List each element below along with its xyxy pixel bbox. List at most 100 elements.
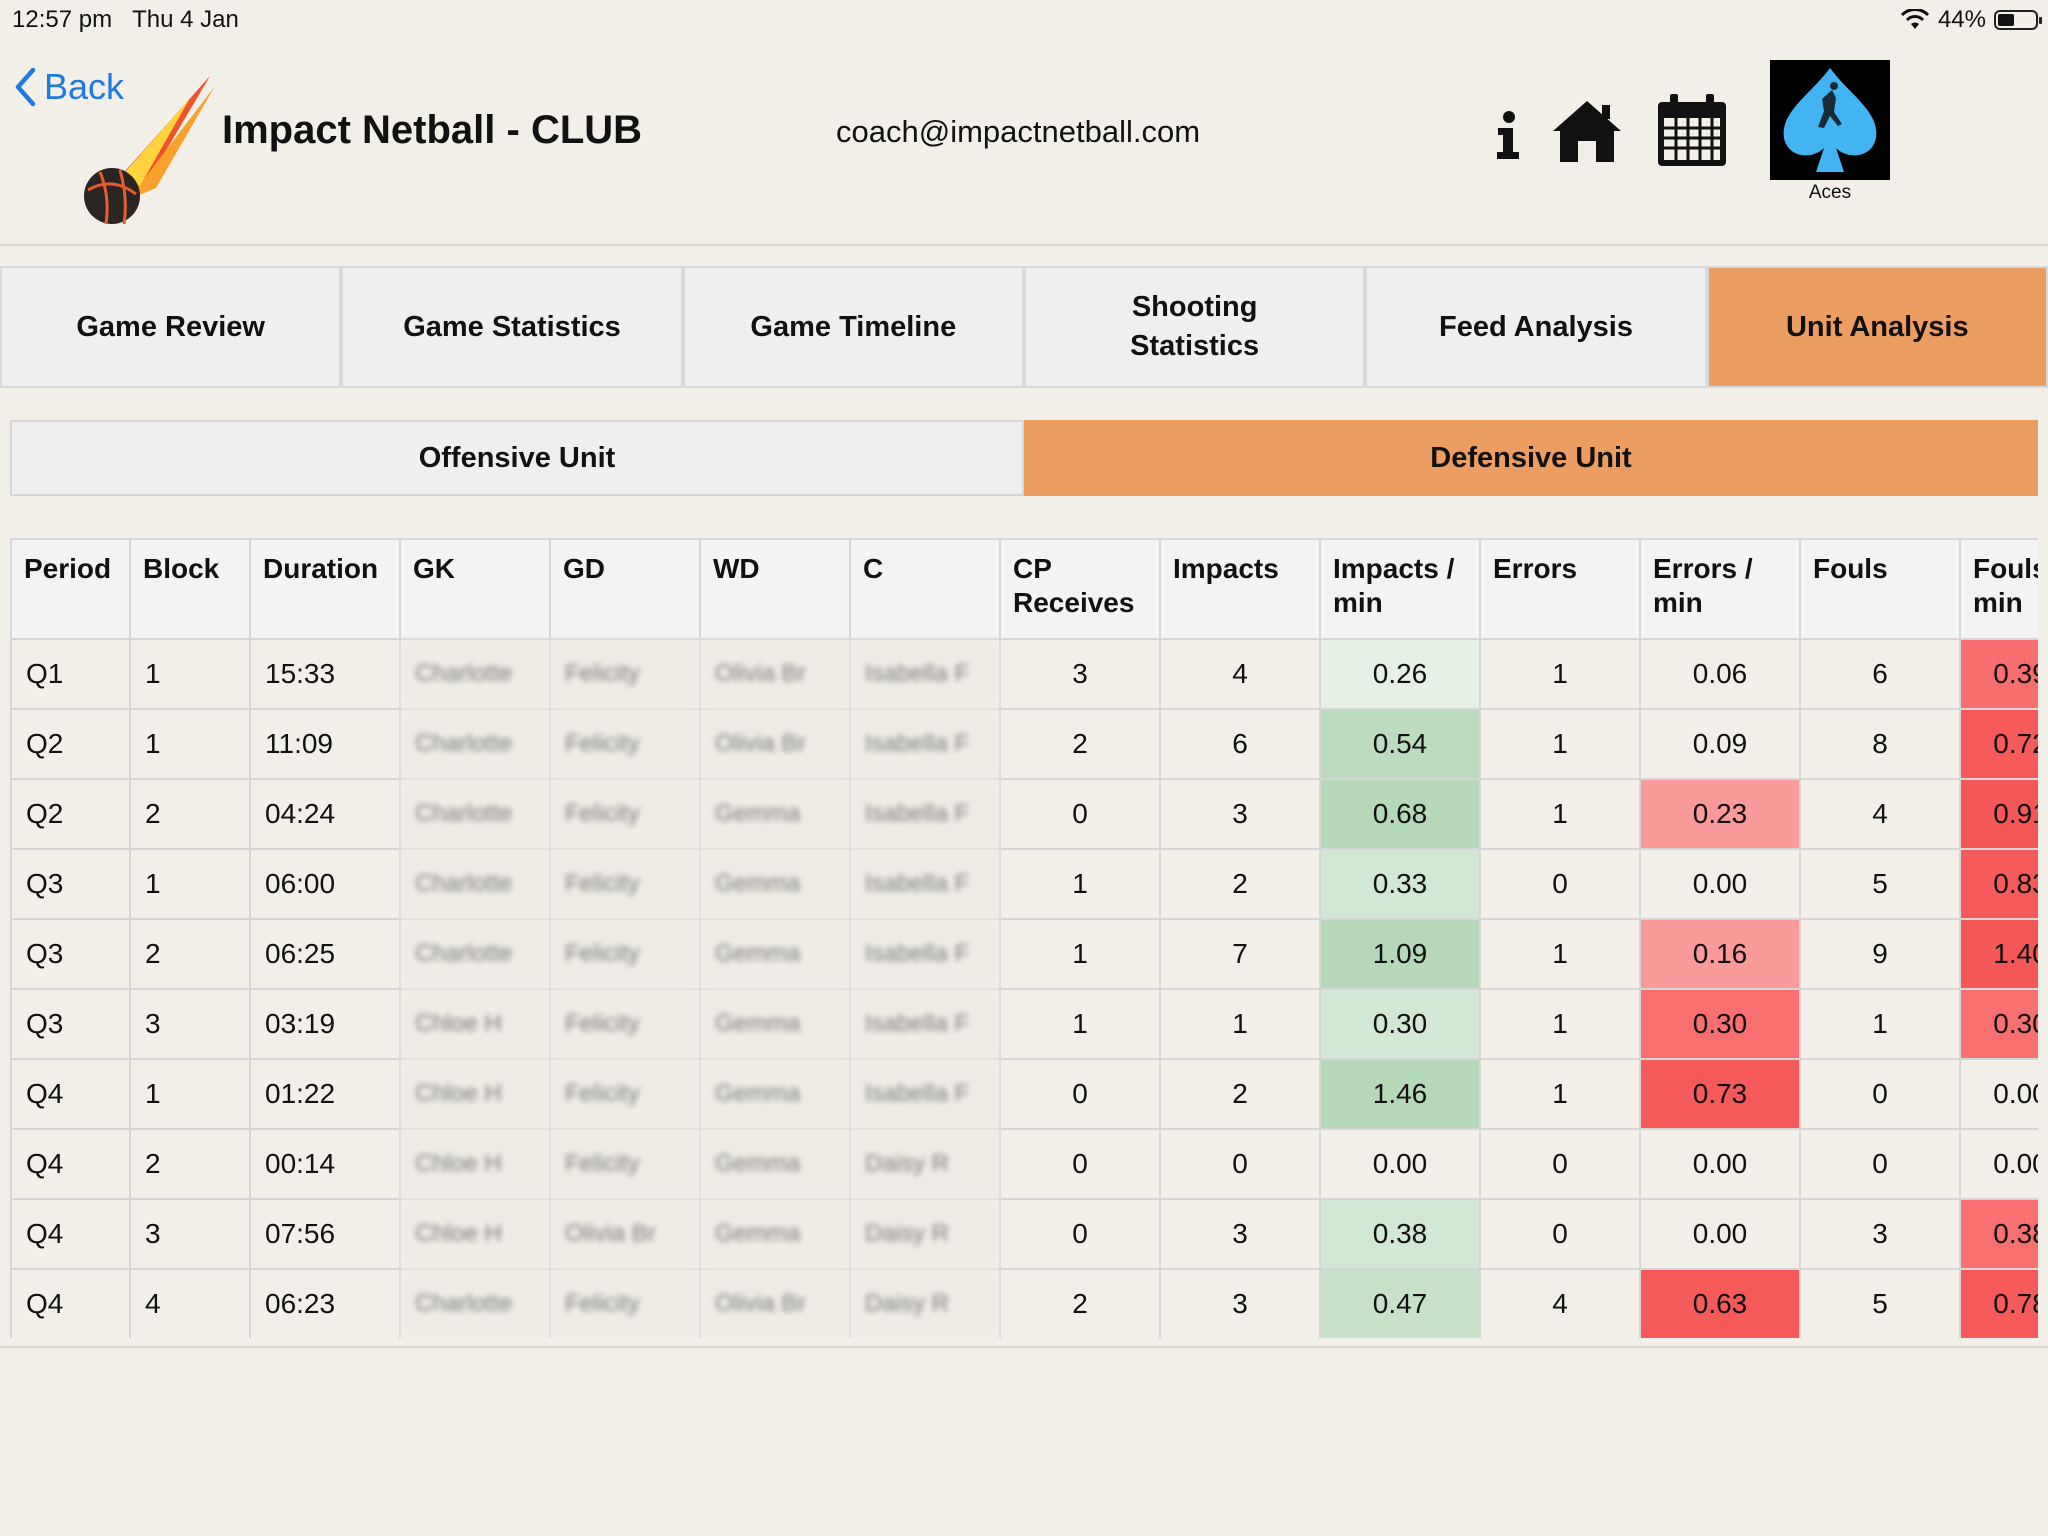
- cell-duration: 15:33: [249, 638, 401, 710]
- cell-duration: 06:25: [249, 918, 401, 990]
- cell-errors-min: 0.23: [1639, 778, 1801, 850]
- chevron-left-icon: [15, 67, 36, 107]
- team-badge[interactable]: [1770, 60, 1890, 180]
- cell-gk: Charlotte: [399, 918, 551, 990]
- tab-game-review[interactable]: Game Review: [0, 266, 342, 388]
- column-header[interactable]: Period: [10, 538, 131, 640]
- cell-gd: Felicity: [549, 1058, 701, 1130]
- unit-analysis-table-container[interactable]: Period Block Duration GK GD WD C CP Rece…: [10, 538, 2038, 1338]
- status-time: 12:57 pm: [12, 6, 113, 33]
- cell-wd: Gemma: [699, 1128, 851, 1200]
- cell-c: Isabella F: [849, 1058, 1001, 1130]
- cell-fouls-min: 0.00: [1959, 1128, 2038, 1200]
- table-row[interactable]: Q3 2 06:25 Charlotte Felicity Gemma Isabella F…: [10, 918, 2038, 990]
- cell-errors: 4: [1479, 1268, 1641, 1338]
- cell-errors: 1: [1479, 918, 1641, 990]
- cell-gd: Felicity: [549, 848, 701, 920]
- user-email: coach@impactnetball.com: [836, 114, 1201, 149]
- column-header[interactable]: Errors / min: [1639, 538, 1801, 640]
- cell-errors: 0: [1479, 1128, 1641, 1200]
- defensive-unit-button[interactable]: Defensive Unit: [1024, 420, 2038, 496]
- cell-fouls-min: 0.00: [1959, 1058, 2038, 1130]
- cell-cp: 2: [999, 708, 1161, 780]
- cell-fouls: 1: [1799, 988, 1961, 1060]
- cell-duration: 00:14: [249, 1128, 401, 1200]
- cell-fouls: 6: [1799, 638, 1961, 710]
- cell-impacts-min: 0.47: [1319, 1268, 1481, 1338]
- cell-errors-min: 0.00: [1639, 1198, 1801, 1270]
- cell-errors-min: 0.06: [1639, 638, 1801, 710]
- column-header[interactable]: Duration: [249, 538, 401, 640]
- cell-errors: 1: [1479, 708, 1641, 780]
- cell-impacts-min: 0.30: [1319, 988, 1481, 1060]
- offensive-unit-button[interactable]: Offensive Unit: [10, 420, 1024, 496]
- column-header[interactable]: Fouls / min: [1959, 538, 2038, 640]
- cell-gk: Chloe H: [399, 1198, 551, 1270]
- tab-shooting-statistics[interactable]: Shooting Statistics: [1023, 266, 1366, 388]
- cell-fouls-min: 1.40: [1959, 918, 2038, 990]
- table-row[interactable]: Q4 2 00:14 Chloe H Felicity Gemma Daisy R 0 0 0.0…: [10, 1128, 2038, 1200]
- cell-block: 2: [129, 1128, 251, 1200]
- cell-errors: 0: [1479, 1198, 1641, 1270]
- info-icon[interactable]: [1494, 110, 1522, 160]
- table-row[interactable]: Q4 3 07:56 Chloe H Olivia Br Gemma Daisy R 0 3 0.…: [10, 1198, 2038, 1270]
- cell-period: Q4: [10, 1268, 131, 1338]
- back-button[interactable]: Back: [14, 66, 124, 108]
- column-header[interactable]: Impacts: [1159, 538, 1321, 640]
- tab-feed-analysis[interactable]: Feed Analysis: [1365, 266, 1707, 388]
- cell-period: Q3: [10, 988, 131, 1060]
- cell-period: Q3: [10, 918, 131, 990]
- cell-c: Isabella F: [849, 918, 1001, 990]
- cell-gd: Felicity: [549, 988, 701, 1060]
- table-row[interactable]: Q1 1 15:33 Charlotte Felicity Olivia Br Isabel…: [10, 638, 2038, 710]
- table-row[interactable]: Q2 1 11:09 Charlotte Felicity Olivia Br Isabel…: [10, 708, 2038, 780]
- column-header[interactable]: Errors: [1479, 538, 1641, 640]
- cell-errors-min: 0.73: [1639, 1058, 1801, 1130]
- cell-c: Isabella F: [849, 848, 1001, 920]
- column-header[interactable]: CP Receives: [999, 538, 1161, 640]
- column-header[interactable]: Fouls: [1799, 538, 1961, 640]
- home-icon[interactable]: [1550, 98, 1624, 164]
- status-time-date: 12:57 pm Thu 4 Jan: [12, 6, 239, 34]
- cell-errors-min: 0.09: [1639, 708, 1801, 780]
- column-header[interactable]: C: [849, 538, 1001, 640]
- tab-game-statistics[interactable]: Game Statistics: [341, 266, 683, 388]
- cell-cp: 3: [999, 638, 1161, 710]
- cell-impacts-min: 0.26: [1319, 638, 1481, 710]
- cell-gk: Charlotte: [399, 708, 551, 780]
- cell-block: 1: [129, 638, 251, 710]
- cell-gd: Felicity: [549, 918, 701, 990]
- table-row[interactable]: Q2 2 04:24 Charlotte Felicity Gemma Isabella F…: [10, 778, 2038, 850]
- cell-fouls: 3: [1799, 1198, 1961, 1270]
- cell-block: 1: [129, 848, 251, 920]
- cell-wd: Gemma: [699, 778, 851, 850]
- cell-impacts: 1: [1159, 988, 1321, 1060]
- cell-wd: Gemma: [699, 1198, 851, 1270]
- unit-analysis-table: Period Block Duration GK GD WD C CP Rece…: [10, 538, 2038, 1338]
- club-logo-icon: [84, 76, 215, 225]
- table-row[interactable]: Q4 4 06:23 Charlotte Felicity Olivia Br Daisy …: [10, 1268, 2038, 1338]
- column-header[interactable]: WD: [699, 538, 851, 640]
- cell-cp: 1: [999, 918, 1161, 990]
- cell-c: Isabella F: [849, 708, 1001, 780]
- cell-cp: 1: [999, 848, 1161, 920]
- cell-errors: 1: [1479, 638, 1641, 710]
- cell-block: 2: [129, 918, 251, 990]
- column-header[interactable]: GD: [549, 538, 701, 640]
- main-tabs: Game Review Game Statistics Game Timelin…: [0, 266, 2048, 390]
- cell-errors-min: 0.16: [1639, 918, 1801, 990]
- unit-selector: Offensive Unit Defensive Unit: [10, 420, 2038, 496]
- column-header[interactable]: GK: [399, 538, 551, 640]
- cell-block: 3: [129, 1198, 251, 1270]
- tab-game-timeline[interactable]: Game Timeline: [682, 266, 1024, 388]
- cell-impacts: 4: [1159, 638, 1321, 710]
- cell-gd: Felicity: [549, 778, 701, 850]
- column-header[interactable]: Impacts / min: [1319, 538, 1481, 640]
- column-header[interactable]: Block: [129, 538, 251, 640]
- calendar-icon[interactable]: [1654, 92, 1730, 170]
- cell-impacts-min: 0.33: [1319, 848, 1481, 920]
- table-row[interactable]: Q3 1 06:00 Charlotte Felicity Gemma Isabella F…: [10, 848, 2038, 920]
- tab-unit-analysis[interactable]: Unit Analysis: [1706, 266, 2048, 388]
